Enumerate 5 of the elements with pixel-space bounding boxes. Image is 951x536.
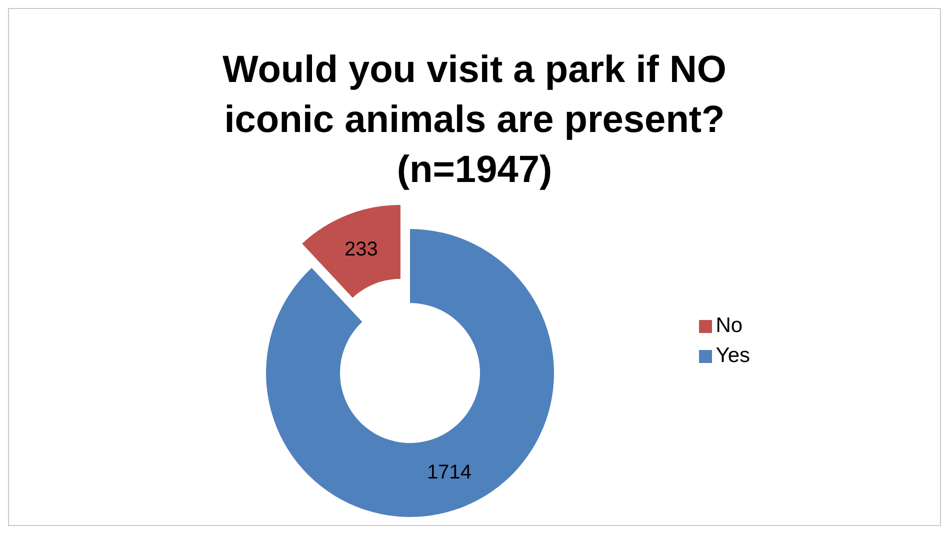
data-label: 1714: [427, 462, 472, 484]
legend-label: No: [716, 314, 743, 337]
legend-label: Yes: [716, 344, 750, 367]
chart-title: Would you visit a park if NO iconic animals are present? (n=1947): [222, 48, 728, 193]
data-label: 233: [344, 238, 378, 260]
